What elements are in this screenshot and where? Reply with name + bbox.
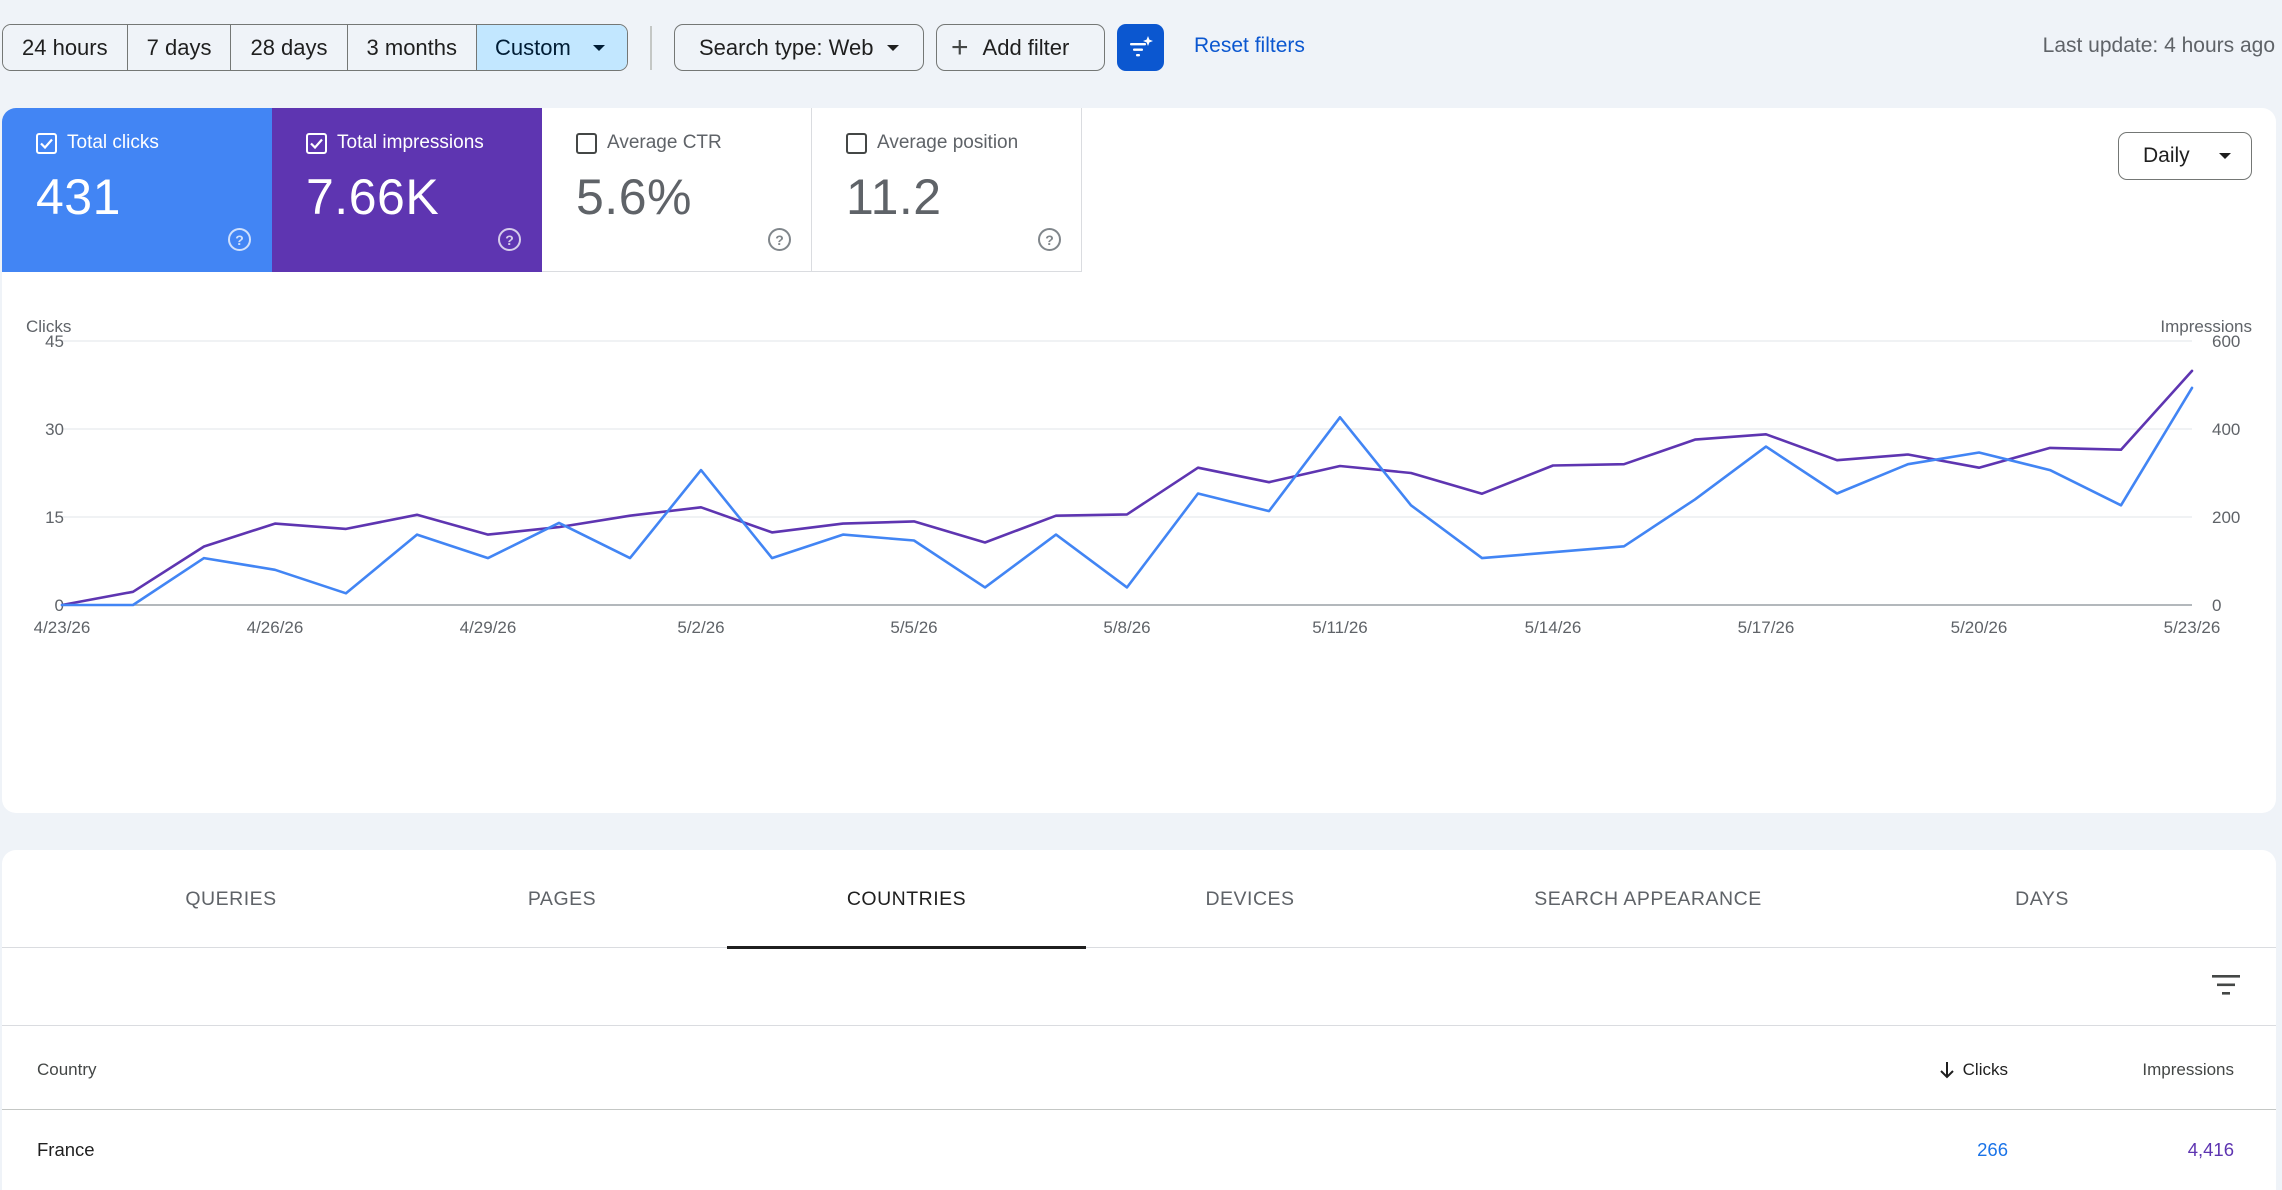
tab-countries[interactable]: COUNTRIES: [727, 850, 1086, 949]
series-line-clicks: [60, 386, 2194, 607]
caret-down-icon: [592, 44, 605, 51]
filter-bar: 24 hours 7 days 28 days 3 months Custom …: [0, 0, 2282, 94]
y-tick-label: 0: [55, 596, 64, 615]
metric-value: 11.2: [846, 169, 942, 225]
x-tick-label: 5/23/26: [2164, 618, 2221, 637]
checkbox-checked-icon[interactable]: [36, 132, 57, 154]
x-tick-label: 4/29/26: [460, 618, 517, 637]
y2-tick-label: 200: [2212, 508, 2240, 527]
range-24-hours[interactable]: 24 hours: [3, 25, 128, 70]
x-tick-label: 5/14/26: [1525, 618, 1582, 637]
cell-country: France: [37, 1139, 95, 1160]
metric-label: Total impressions: [337, 132, 484, 153]
x-tick-label: 5/8/26: [1103, 618, 1150, 637]
x-tick-label: 5/11/26: [1312, 618, 1367, 637]
cell-clicks: 266: [1977, 1139, 2008, 1160]
checkbox-unchecked-icon[interactable]: [576, 132, 597, 154]
column-header-label: Clicks: [1962, 1060, 2008, 1079]
caret-down-icon: [2219, 153, 2231, 159]
metric-average-position[interactable]: Average position 11.2 ?: [812, 108, 1082, 272]
column-header-clicks[interactable]: Clicks: [1939, 1060, 2008, 1080]
performance-line-chart: 0 15 30 45 0 200 400 600 Clicks Impressions 4/23/2…: [26, 317, 2252, 637]
metric-value: 431: [36, 169, 121, 225]
y2-axis-label: Impressions: [2160, 317, 2252, 336]
tab-devices[interactable]: DEVICES: [1205, 887, 1295, 910]
range-3-months[interactable]: 3 months: [347, 25, 478, 70]
range-28-days[interactable]: 28 days: [231, 25, 348, 70]
last-update-text: Last update: 4 hours ago: [2042, 34, 2275, 57]
y-axis-label: Clicks: [26, 317, 71, 336]
x-tick-label: 4/23/26: [34, 618, 91, 637]
granularity-dropdown[interactable]: Daily: [2118, 132, 2252, 180]
sort-descending-icon: [1939, 1062, 1954, 1079]
column-header-impressions[interactable]: Impressions: [2142, 1060, 2234, 1079]
y-tick-label: 45: [45, 332, 64, 351]
table-row[interactable]: France 266 4,416: [2, 1110, 2276, 1190]
checkbox-unchecked-icon[interactable]: [846, 132, 867, 154]
filter-list-icon[interactable]: [2212, 973, 2240, 997]
metric-average-ctr[interactable]: Average CTR 5.6% ?: [542, 108, 812, 272]
metric-label: Average position: [877, 132, 1019, 153]
caret-down-icon: [887, 44, 899, 51]
y2-tick-label: 0: [2212, 596, 2221, 615]
performance-chart-card: Total clicks 431 ? Total impressions 7.6…: [2, 108, 2276, 813]
help-icon[interactable]: ?: [498, 228, 521, 251]
x-tick-label: 5/17/26: [1738, 618, 1795, 637]
y2-tick-label: 600: [2212, 332, 2240, 351]
checkbox-checked-icon[interactable]: [306, 132, 327, 154]
x-tick-label: 5/20/26: [1951, 618, 2008, 637]
plus-icon: +: [951, 30, 969, 64]
metric-total-impressions[interactable]: Total impressions 7.66K ?: [272, 108, 542, 272]
range-label: Custom: [495, 34, 571, 60]
x-tick-label: 5/2/26: [677, 618, 724, 637]
add-filter-label: Add filter: [982, 34, 1070, 60]
range-custom[interactable]: Custom: [477, 25, 627, 70]
range-label: 7 days: [146, 34, 212, 60]
x-tick-label: 5/5/26: [890, 618, 937, 637]
cell-impressions: 4,416: [2187, 1139, 2234, 1160]
range-label: 24 hours: [22, 34, 108, 60]
tab-queries[interactable]: QUERIES: [185, 887, 277, 910]
metric-total-clicks[interactable]: Total clicks 431 ?: [2, 108, 272, 272]
series-line-impressions: [60, 369, 2194, 607]
metric-label: Average CTR: [607, 132, 722, 153]
date-range-selector: 24 hours 7 days 28 days 3 months Custom: [2, 24, 628, 71]
ai-filter-button[interactable]: [1117, 24, 1164, 71]
y2-tick-label: 400: [2212, 420, 2240, 439]
help-icon[interactable]: ?: [768, 228, 791, 251]
metric-value: 7.66K: [306, 169, 440, 225]
range-7-days[interactable]: 7 days: [127, 25, 232, 70]
divider: [650, 26, 652, 70]
range-label: 3 months: [366, 34, 458, 60]
search-type-filter[interactable]: Search type: Web: [674, 24, 924, 71]
column-header-country[interactable]: Country: [37, 1060, 97, 1079]
tab-pages[interactable]: PAGES: [527, 887, 597, 910]
search-type-label: Search type: Web: [699, 34, 874, 60]
tab-days[interactable]: DAYS: [2015, 887, 2069, 910]
table-header: Country Clicks Impressions: [2, 1026, 2276, 1110]
y-tick-label: 30: [45, 420, 64, 439]
reset-filters-link[interactable]: Reset filters: [1194, 34, 1305, 57]
metric-value: 5.6%: [576, 169, 692, 225]
tab-search-appearance[interactable]: SEARCH APPEARANCE: [1534, 887, 1762, 910]
dimension-table-card: QUERIES PAGES COUNTRIES DEVICES SEARCH A…: [2, 850, 2276, 1190]
metric-label: Total clicks: [67, 132, 159, 153]
sparkle-filter-icon: [1129, 35, 1153, 56]
dimension-tabs: QUERIES PAGES COUNTRIES DEVICES SEARCH A…: [2, 850, 2276, 949]
help-icon[interactable]: ?: [228, 228, 251, 251]
help-icon[interactable]: ?: [1038, 228, 1061, 251]
granularity-label: Daily: [2143, 144, 2190, 167]
range-label: 28 days: [250, 34, 328, 60]
x-tick-label: 4/26/26: [247, 618, 304, 637]
table-filter-row: [2, 948, 2276, 1026]
y-tick-label: 15: [45, 508, 64, 527]
add-filter-button[interactable]: + Add filter: [936, 24, 1105, 71]
